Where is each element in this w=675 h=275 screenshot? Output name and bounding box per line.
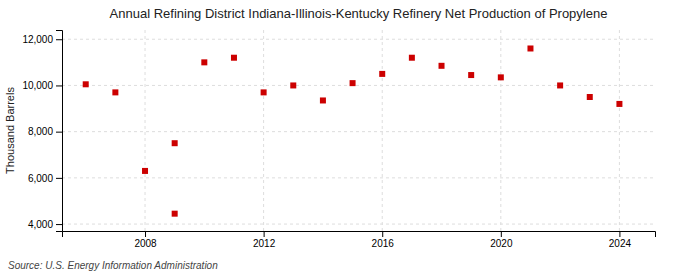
point (172, 211, 178, 217)
tick-label: 10,000 (22, 80, 53, 91)
tick: 2008 (134, 231, 157, 249)
tick-label: 6,000 (28, 173, 53, 184)
point (350, 80, 356, 86)
tick: 4,000 (28, 219, 62, 230)
y-axis: 4,000 6,000 8,000 10,000 12,000 (22, 31, 62, 232)
point (498, 74, 504, 80)
plot: 2008 2012 2016 2020 2024 4,000 6,000 8,000 10,00… (22, 30, 655, 249)
points (83, 45, 623, 216)
tick-mark (56, 178, 62, 179)
tick: 10,000 (22, 80, 62, 91)
axis-line (63, 232, 656, 238)
tick: 2020 (490, 231, 513, 249)
tick-label: 2020 (490, 238, 513, 249)
point (290, 82, 296, 88)
point (112, 89, 118, 95)
tick: 12,000 (22, 34, 62, 45)
grid-line (619, 30, 620, 231)
tick-mark (145, 231, 146, 237)
point (172, 140, 178, 146)
tick-mark (56, 132, 62, 133)
grid-line (62, 85, 655, 86)
point (409, 55, 415, 61)
point (261, 89, 267, 95)
point (379, 71, 385, 77)
point (231, 55, 237, 61)
grid-line (62, 131, 655, 132)
point (201, 59, 207, 65)
grid-line (500, 30, 501, 231)
axis-line (56, 31, 63, 232)
point (83, 81, 89, 87)
point (616, 101, 622, 107)
tick-mark (264, 231, 265, 237)
point (320, 97, 326, 103)
tick-mark (56, 39, 62, 40)
tick-label: 2008 (134, 238, 157, 249)
tick: 2024 (609, 231, 632, 249)
tick: 6,000 (28, 173, 62, 184)
tick-label: 2024 (609, 238, 632, 249)
tick-mark (56, 85, 62, 86)
point (468, 72, 474, 78)
tick-label: 8,000 (28, 126, 53, 137)
tick-mark (501, 231, 502, 237)
point (439, 63, 445, 69)
grid (62, 30, 655, 231)
y-axis-title: Thousand Barrels (4, 87, 16, 174)
grid-line (382, 30, 383, 231)
tick: 2012 (253, 231, 276, 249)
tick-label: 2016 (372, 238, 395, 249)
chart: 2008 2012 2016 2020 2024 4,000 6,000 8,000 10,00… (0, 0, 675, 275)
source: Source: U.S. Energy Information Administ… (8, 260, 218, 271)
tick-label: 4,000 (28, 219, 53, 230)
grid-line (62, 224, 655, 225)
grid-line (62, 177, 655, 178)
point (527, 45, 533, 51)
title: Annual Refining District Indiana-Illinoi… (110, 6, 608, 21)
grid-line (263, 30, 264, 231)
grid-line (145, 30, 146, 231)
tick-mark (56, 224, 62, 225)
tick: 8,000 (28, 126, 62, 137)
point (557, 82, 563, 88)
tick: 2016 (372, 231, 395, 249)
chart-container: 2008 2012 2016 2020 2024 4,000 6,000 8,000 10,00… (0, 0, 675, 275)
point (587, 94, 593, 100)
tick-label: 2012 (253, 238, 276, 249)
grid-line (62, 39, 655, 40)
point (142, 168, 148, 174)
tick-mark (382, 231, 383, 237)
tick-mark (619, 231, 620, 237)
tick-label: 12,000 (22, 34, 53, 45)
x-axis: 2008 2012 2016 2020 2024 (63, 231, 656, 249)
